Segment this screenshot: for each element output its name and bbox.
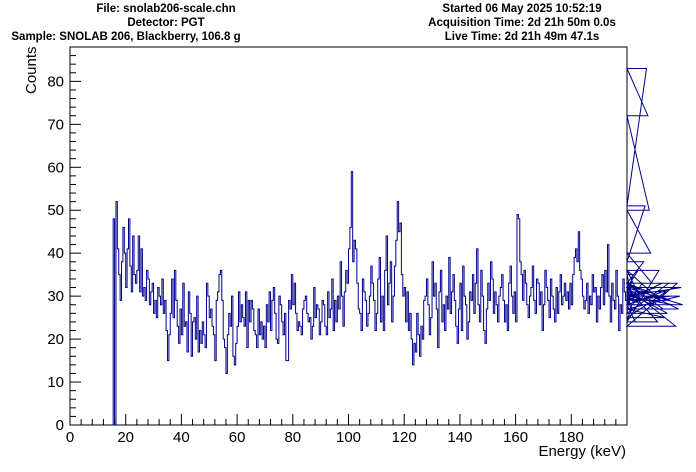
x-tick-label: 120 (392, 429, 417, 446)
x-tick-label: 0 (66, 429, 74, 446)
y-tick-label: 50 (47, 202, 64, 219)
plot-frame (69, 46, 628, 426)
header-started: Started 06 May 2025 10:52:19 (442, 3, 602, 15)
x-tick-label: 180 (559, 429, 584, 446)
spectrum-series-line (112, 67, 683, 426)
header-acquisition-time: Acquisition Time: 2d 21h 50m 0.0s (428, 17, 616, 29)
y-tick-label: 60 (47, 159, 64, 176)
x-tick-label: 160 (503, 429, 528, 446)
x-axis-title: Energy (keV) (538, 443, 626, 460)
y-axis-title: Counts (23, 46, 40, 94)
y-tick-label: 30 (47, 288, 64, 305)
x-tick-label: 20 (117, 429, 134, 446)
y-tick-label: 40 (47, 245, 64, 262)
y-tick-label: 0 (56, 417, 64, 434)
y-axis: 0 10 20 30 40 50 60 70 80 (47, 46, 81, 434)
x-tick-label: 40 (173, 429, 190, 446)
header-file: File: snolab206-scale.chn (96, 3, 236, 15)
x-tick-label: 100 (336, 429, 361, 446)
y-tick-label: 70 (47, 116, 64, 133)
x-axis: 0 20 40 60 80 100 120 140 160 180 (66, 414, 628, 446)
x-tick-label: 60 (229, 429, 246, 446)
y-tick-label: 80 (47, 73, 64, 90)
header-live-time: Live Time: 2d 21h 49m 47.1s (444, 31, 600, 43)
x-tick-label: 140 (447, 429, 472, 446)
y-tick-label: 10 (47, 374, 64, 391)
header-sample: Sample: SNOLAB 206, Blackberry, 106.8 g (11, 31, 241, 43)
header-detector: Detector: PGT (127, 17, 205, 29)
x-tick-label: 80 (284, 429, 301, 446)
y-tick-label: 20 (47, 331, 64, 348)
